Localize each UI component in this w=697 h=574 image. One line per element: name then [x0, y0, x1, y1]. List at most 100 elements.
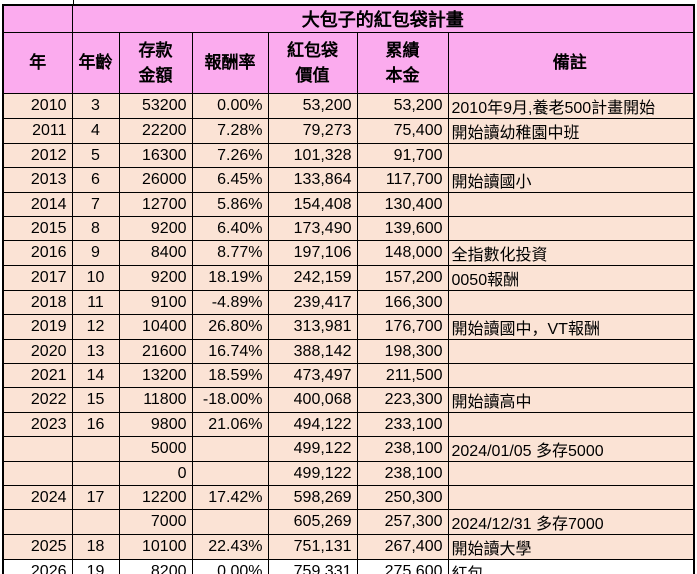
cell-age[interactable]: 6 [71, 167, 120, 193]
cell-value[interactable]: 499,122 [267, 436, 358, 462]
cell-age[interactable]: 15 [71, 387, 120, 413]
cell-note[interactable]: 開始讀國中，VT報酬 [447, 314, 695, 340]
cell-year[interactable]: 2016 [2, 240, 73, 266]
cell-note[interactable] [447, 339, 695, 364]
cell-rate[interactable]: 18.19% [191, 265, 269, 291]
cell-rate[interactable]: -4.89% [191, 290, 269, 315]
cell-rate[interactable]: 17.42% [191, 485, 269, 510]
cell-note[interactable]: 開始讀高中 [447, 387, 695, 413]
cell-age[interactable]: 9 [71, 240, 120, 266]
cell-principal[interactable]: 233,100 [356, 412, 449, 437]
cell-deposit[interactable]: 9200 [118, 265, 193, 291]
cell-note[interactable] [447, 216, 695, 241]
cell-value[interactable]: 133,864 [267, 167, 358, 193]
cell-principal[interactable]: 257,300 [356, 509, 449, 535]
cell-age[interactable]: 12 [71, 314, 120, 340]
cell-note[interactable]: 開始讀大學 [447, 534, 695, 560]
cell-rate[interactable] [191, 461, 269, 486]
cell-rate[interactable]: -18.00% [191, 387, 269, 413]
cell-year[interactable]: 2014 [2, 192, 73, 217]
cell-age[interactable]: 7 [71, 192, 120, 217]
cell-deposit[interactable]: 5000 [118, 436, 193, 462]
cell-deposit[interactable]: 8200 [118, 559, 193, 574]
cell-value[interactable]: 751,131 [267, 534, 358, 560]
cell-value[interactable]: 173,490 [267, 216, 358, 241]
cell-age[interactable] [71, 461, 120, 486]
cell-note[interactable]: 開始讀國小 [447, 167, 695, 193]
cell-value[interactable]: 494,122 [267, 412, 358, 437]
column-header-deposit[interactable]: 存款 金額 [118, 32, 193, 94]
cell-year[interactable]: 2020 [2, 339, 73, 364]
cell-value[interactable]: 759,331 [267, 559, 358, 574]
cell-principal[interactable]: 250,300 [356, 485, 449, 510]
cell-year[interactable]: 2018 [2, 290, 73, 315]
column-header-value[interactable]: 紅包袋 價值 [267, 32, 358, 94]
cell-age[interactable]: 18 [71, 534, 120, 560]
cell-deposit[interactable]: 9800 [118, 412, 193, 437]
cell-rate[interactable]: 22.43% [191, 534, 269, 560]
cell-note[interactable] [447, 485, 695, 510]
cell-year[interactable] [2, 436, 73, 462]
cell-value[interactable]: 154,408 [267, 192, 358, 217]
cell-value[interactable]: 473,497 [267, 363, 358, 388]
cell-rate[interactable]: 0.00% [191, 93, 269, 119]
cell-rate[interactable] [191, 436, 269, 462]
cell-deposit[interactable]: 53200 [118, 93, 193, 119]
column-header-note[interactable]: 備註 [447, 32, 695, 94]
cell-principal[interactable]: 91,700 [356, 143, 449, 168]
cell-age[interactable]: 17 [71, 485, 120, 510]
cell-deposit[interactable]: 12700 [118, 192, 193, 217]
cell-value[interactable]: 79,273 [267, 118, 358, 144]
cell-year[interactable]: 2025 [2, 534, 73, 560]
table-title[interactable]: 大包子的紅包袋計畫 [71, 4, 695, 33]
cell-principal[interactable]: 198,300 [356, 339, 449, 364]
cell-age[interactable]: 16 [71, 412, 120, 437]
cell-value[interactable]: 239,417 [267, 290, 358, 315]
cell-note[interactable] [447, 192, 695, 217]
cell-rate[interactable]: 6.40% [191, 216, 269, 241]
cell-note[interactable] [447, 412, 695, 437]
cell-year[interactable]: 2023 [2, 412, 73, 437]
cell-principal[interactable]: 148,000 [356, 240, 449, 266]
cell-note[interactable] [447, 143, 695, 168]
cell-deposit[interactable]: 21600 [118, 339, 193, 364]
cell-age[interactable]: 4 [71, 118, 120, 144]
cell-principal[interactable]: 130,400 [356, 192, 449, 217]
cell-age[interactable]: 11 [71, 290, 120, 315]
cell-principal[interactable]: 176,700 [356, 314, 449, 340]
cell-value[interactable]: 242,159 [267, 265, 358, 291]
column-header-age[interactable]: 年齡 [71, 32, 120, 94]
cell-value[interactable]: 53,200 [267, 93, 358, 119]
cell-value[interactable]: 400,068 [267, 387, 358, 413]
cell-note[interactable]: 0050報酬 [447, 265, 695, 291]
cell-rate[interactable]: 7.26% [191, 143, 269, 168]
cell-note[interactable]: 紅包 [447, 559, 695, 574]
cell-principal[interactable]: 275,600 [356, 559, 449, 574]
cell-year[interactable]: 2011 [2, 118, 73, 144]
cell-deposit[interactable]: 12200 [118, 485, 193, 510]
cell-deposit[interactable]: 10400 [118, 314, 193, 340]
title-empty-cell[interactable] [2, 4, 73, 33]
cell-deposit[interactable]: 7000 [118, 509, 193, 535]
cell-deposit[interactable]: 13200 [118, 363, 193, 388]
cell-rate[interactable]: 16.74% [191, 339, 269, 364]
cell-value[interactable]: 313,981 [267, 314, 358, 340]
cell-deposit[interactable]: 8400 [118, 240, 193, 266]
cell-year[interactable]: 2021 [2, 363, 73, 388]
cell-rate[interactable]: 26.80% [191, 314, 269, 340]
cell-principal[interactable]: 117,700 [356, 167, 449, 193]
cell-age[interactable]: 8 [71, 216, 120, 241]
cell-principal[interactable]: 267,400 [356, 534, 449, 560]
cell-age[interactable] [71, 509, 120, 535]
cell-deposit[interactable]: 26000 [118, 167, 193, 193]
cell-deposit[interactable]: 0 [118, 461, 193, 486]
cell-value[interactable]: 101,328 [267, 143, 358, 168]
cell-principal[interactable]: 211,500 [356, 363, 449, 388]
cell-principal[interactable]: 157,200 [356, 265, 449, 291]
cell-value[interactable]: 605,269 [267, 509, 358, 535]
cell-rate[interactable]: 0.00% [191, 559, 269, 574]
cell-year[interactable]: 2015 [2, 216, 73, 241]
cell-age[interactable]: 14 [71, 363, 120, 388]
cell-principal[interactable]: 238,100 [356, 436, 449, 462]
cell-principal[interactable]: 238,100 [356, 461, 449, 486]
